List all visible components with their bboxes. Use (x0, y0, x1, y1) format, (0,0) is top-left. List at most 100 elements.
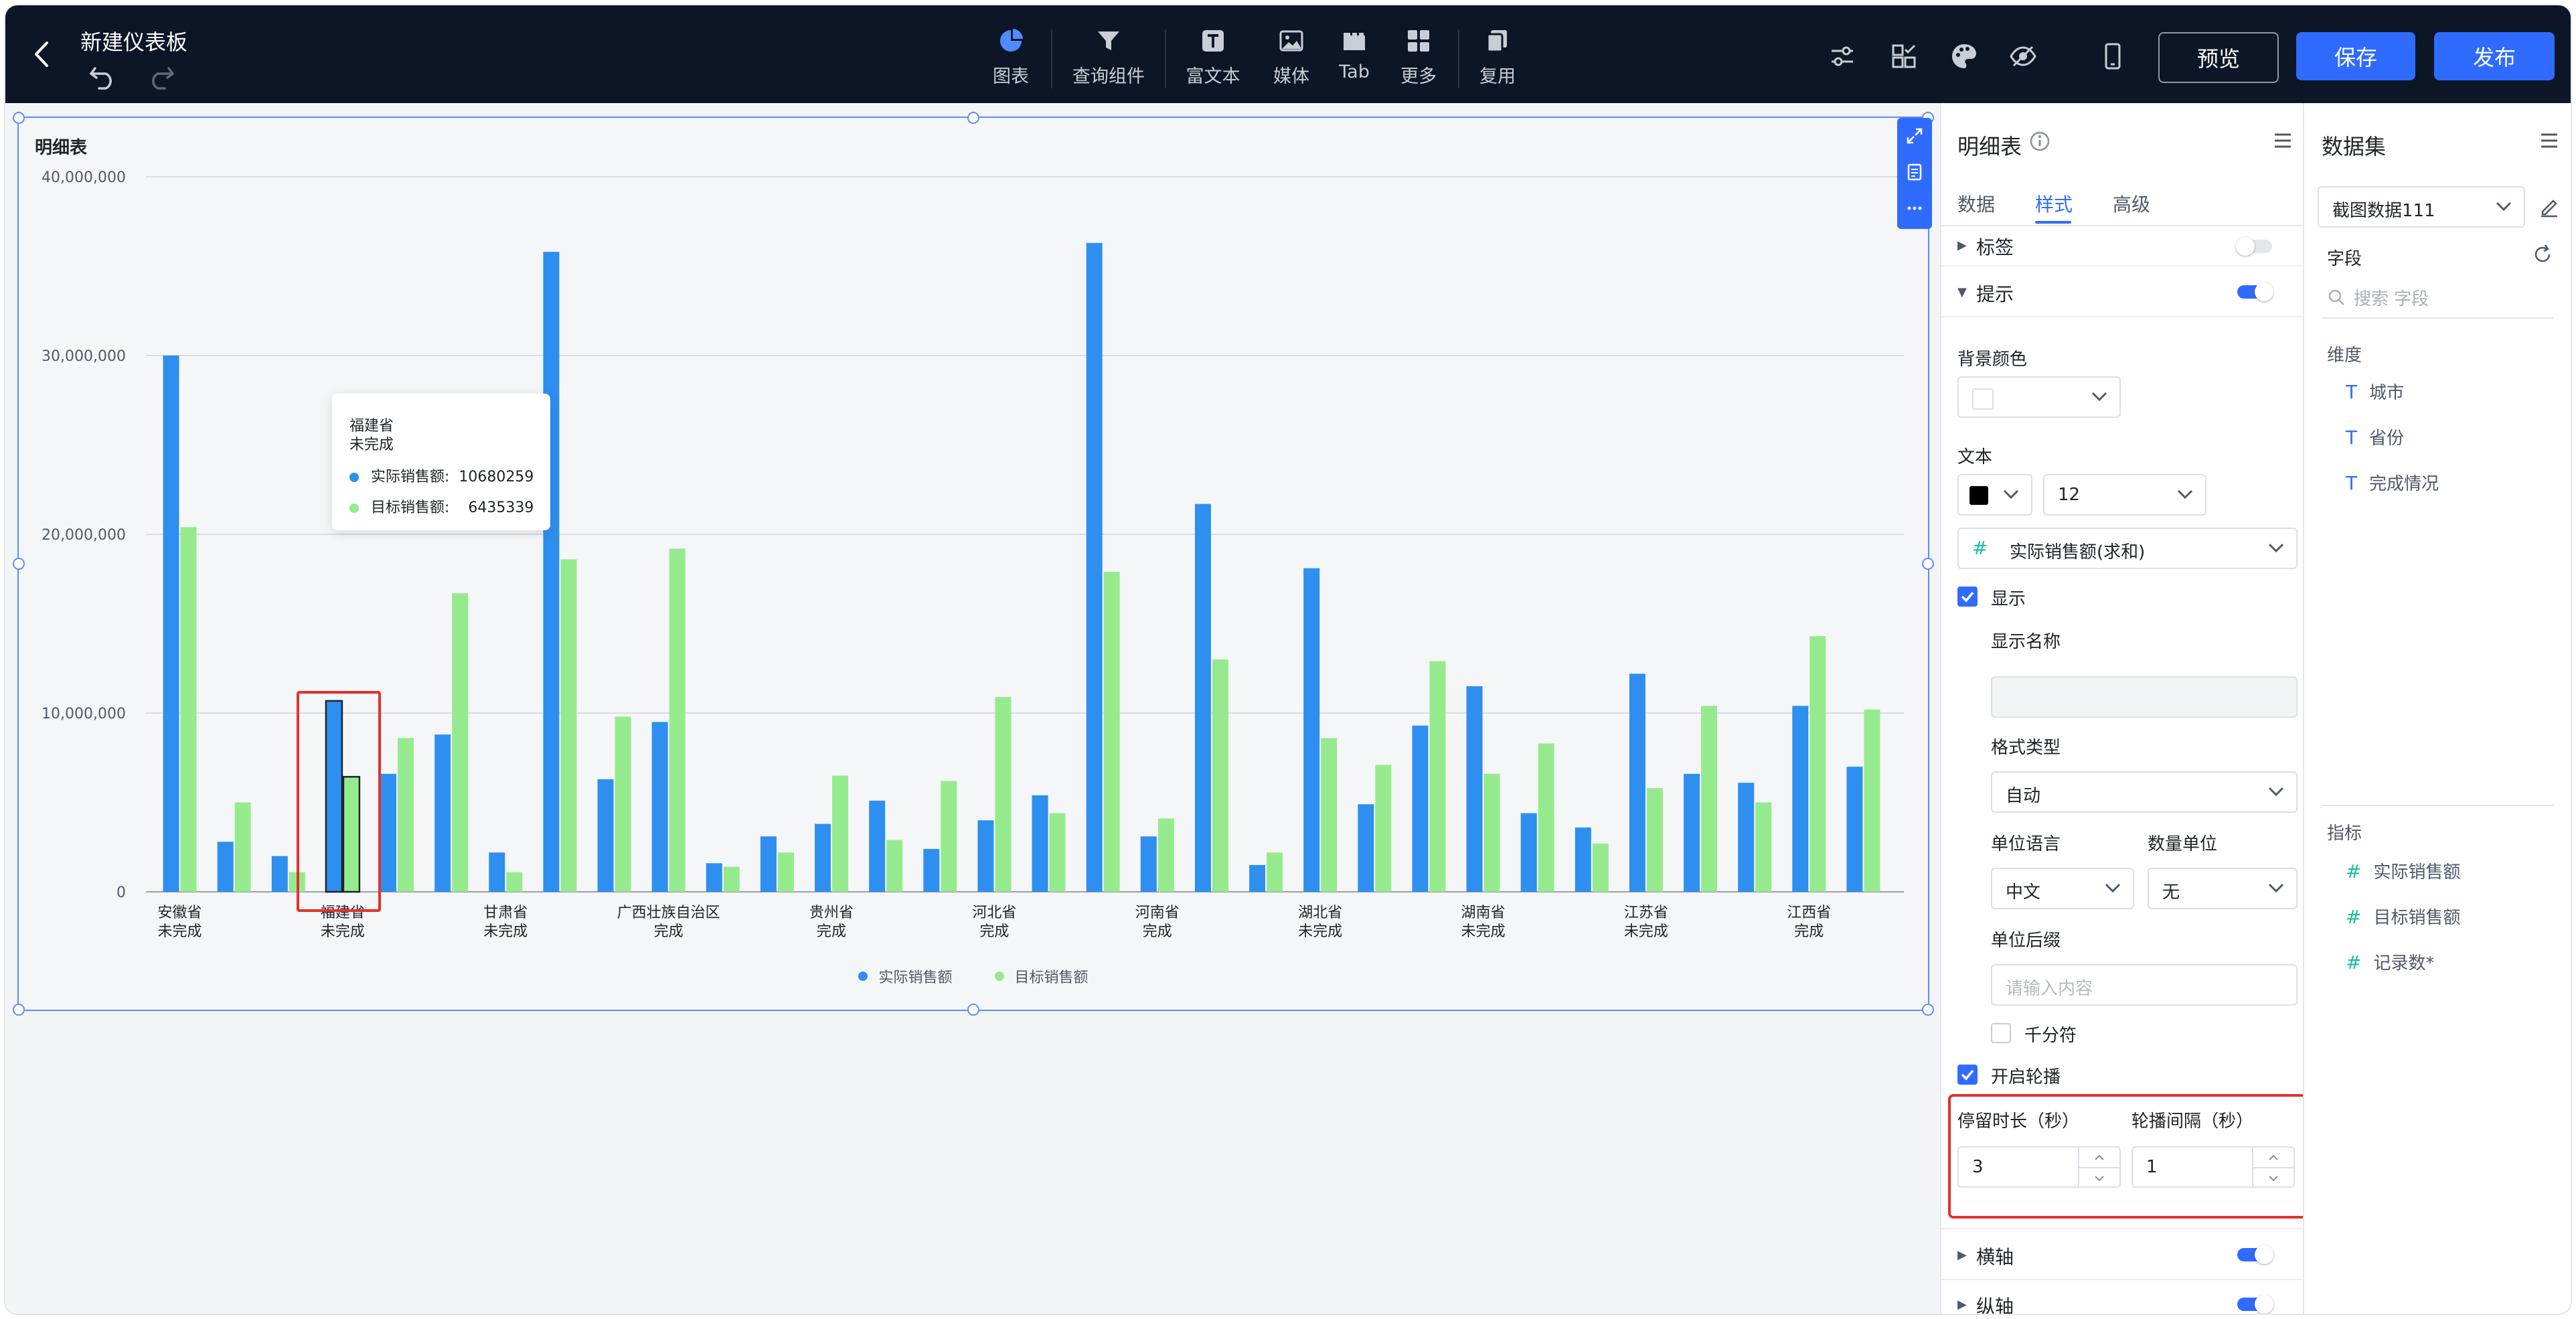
resize-handle[interactable] (1922, 1004, 1934, 1016)
chevron-down-icon (2003, 489, 2019, 499)
resize-handle[interactable] (13, 1004, 25, 1016)
text-color-picker[interactable] (1957, 474, 2032, 516)
thousands-checkbox[interactable] (1991, 1023, 2011, 1043)
tool-query[interactable]: 查询组件 (1068, 24, 1149, 91)
preview-button[interactable]: 预览 (2158, 32, 2279, 83)
section-tooltip[interactable]: ▼ 提示 (1941, 266, 2304, 317)
field-item-status[interactable]: T 完成情况 (2346, 470, 2439, 495)
label-toggle[interactable] (2236, 237, 2272, 256)
resize-handle[interactable] (1922, 558, 1934, 570)
detail-doc-icon[interactable] (1897, 154, 1932, 190)
tool-tab[interactable]: Tab (1327, 24, 1382, 91)
dashboard-canvas: 明细表 0 10,000,000 20,000,000 30,000,000 40,00… (5, 103, 1940, 1314)
resize-handle[interactable] (967, 112, 979, 124)
interval-input[interactable]: 1 (2131, 1146, 2295, 1188)
legend-item-target[interactable]: 目标销售额 (994, 965, 1089, 987)
dashboard-title[interactable]: 新建仪表板 (80, 29, 188, 55)
number-stepper[interactable] (2078, 1148, 2119, 1186)
hash-icon: # (2346, 906, 2362, 928)
legend-label: 实际销售额 (878, 969, 953, 986)
tool-richtext[interactable]: 富文本 (1180, 24, 1246, 91)
field-item-record-count[interactable]: # 记录数* (2346, 949, 2434, 974)
fullscreen-icon[interactable] (1897, 118, 1932, 154)
redo-icon[interactable] (146, 63, 175, 90)
refresh-icon[interactable] (2530, 242, 2555, 266)
dataset-select[interactable]: 截图数据111 (2318, 186, 2525, 228)
unit-suffix-input[interactable]: 请输入内容 (1991, 964, 2298, 1006)
info-icon[interactable] (2028, 130, 2051, 153)
x-tick-label: 河北省 (972, 905, 1016, 921)
tool-more[interactable]: 更多 (1391, 24, 1446, 91)
layout-icon[interactable] (1889, 42, 1919, 71)
format-type-select[interactable]: 自动 (1991, 771, 2298, 813)
publish-button[interactable]: 发布 (2434, 32, 2555, 80)
theme-palette-icon[interactable] (1949, 42, 1979, 71)
show-checkbox[interactable] (1957, 587, 1978, 607)
tooltip-field-select[interactable]: # 实际销售额(求和) (1957, 528, 2298, 569)
chevron-up-icon[interactable] (2253, 1148, 2293, 1168)
carousel-checkbox[interactable] (1957, 1065, 1978, 1085)
display-name-input[interactable] (1991, 676, 2298, 718)
chart-widget[interactable]: 明细表 0 10,000,000 20,000,000 30,000,000 40,00… (13, 112, 1934, 1016)
tab-data[interactable]: 数据 (1957, 193, 1996, 216)
chevron-down-icon[interactable] (2253, 1168, 2293, 1188)
resize-handle[interactable] (13, 558, 25, 570)
caret-right-icon: ▶ (1957, 1298, 1967, 1312)
measure-label: 指标 (2327, 824, 2362, 844)
tooltip-toggle[interactable] (2237, 283, 2273, 301)
x-tick-label: 完成 (654, 923, 683, 940)
panel-title: 明细表 (1957, 134, 2022, 159)
undo-icon[interactable] (88, 63, 118, 90)
section-yaxis[interactable]: ▶ 纵轴 (1941, 1279, 2304, 1314)
settings-sliders-icon[interactable] (1828, 42, 1857, 71)
chevron-down-icon (2177, 489, 2193, 499)
mobile-device-icon[interactable] (2098, 42, 2127, 71)
tab-advanced[interactable]: 高级 (2113, 193, 2151, 216)
edit-pencil-icon[interactable] (2537, 194, 2561, 218)
bar (1575, 827, 1591, 892)
back-arrow-icon[interactable] (28, 37, 55, 71)
field-item-province[interactable]: T 省份 (2346, 424, 2404, 449)
chevron-up-icon[interactable] (2079, 1148, 2119, 1168)
bar (1358, 804, 1374, 892)
bar (1466, 686, 1483, 892)
xaxis-toggle[interactable] (2237, 1245, 2273, 1264)
font-size-select[interactable]: 12 (2043, 474, 2206, 516)
bar (706, 863, 722, 892)
tooltip-label: 实际销售额: (371, 469, 450, 485)
hide-eye-icon[interactable] (2008, 42, 2038, 71)
active-tab-indicator (2035, 221, 2071, 224)
save-button[interactable]: 保存 (2296, 32, 2415, 80)
chevron-down-icon[interactable] (2079, 1168, 2119, 1188)
tool-media[interactable]: 媒体 (1264, 24, 1319, 91)
yaxis-toggle[interactable] (2237, 1295, 2273, 1314)
more-dots-icon[interactable] (1897, 190, 1932, 226)
number-stepper[interactable] (2252, 1148, 2293, 1186)
section-xaxis[interactable]: ▶ 横轴 (1941, 1228, 2304, 1280)
field-item-city[interactable]: T 城市 (2346, 379, 2404, 404)
section-label[interactable]: ▶ 标签 (1941, 226, 2304, 266)
legend-item-actual[interactable]: 实际销售额 (858, 965, 953, 987)
tooltip-row-actual: 实际销售额: 10680259 (349, 465, 534, 486)
resize-handle[interactable] (967, 1004, 979, 1016)
stay-duration-input[interactable]: 3 (1957, 1146, 2121, 1188)
panel-menu-icon[interactable] (2272, 130, 2293, 151)
field-label: 实际销售额 (2373, 862, 2461, 882)
resize-handle[interactable] (13, 112, 25, 124)
tab-style[interactable]: 样式 (2035, 193, 2073, 216)
section-title: 横轴 (1976, 1246, 2014, 1268)
unit-lang-select[interactable]: 中文 (1991, 868, 2134, 909)
x-tick-label: 湖南省 (1461, 905, 1506, 921)
field-item-actual-sales[interactable]: # 实际销售额 (2346, 858, 2460, 883)
dataset-menu-icon[interactable] (2539, 130, 2560, 151)
tool-chart[interactable]: 图表 (984, 24, 1038, 91)
qty-unit-value: 无 (2162, 882, 2180, 903)
bg-color-picker[interactable] (1957, 376, 2121, 418)
bar (1321, 738, 1338, 892)
highlight-box (297, 691, 381, 912)
field-item-target-sales[interactable]: # 目标销售额 (2346, 904, 2460, 929)
qty-unit-select[interactable]: 无 (2148, 868, 2298, 909)
field-search[interactable]: 搜索 字段 (2322, 277, 2553, 319)
bar (489, 852, 505, 892)
tool-reuse[interactable]: 复用 (1470, 24, 1525, 91)
